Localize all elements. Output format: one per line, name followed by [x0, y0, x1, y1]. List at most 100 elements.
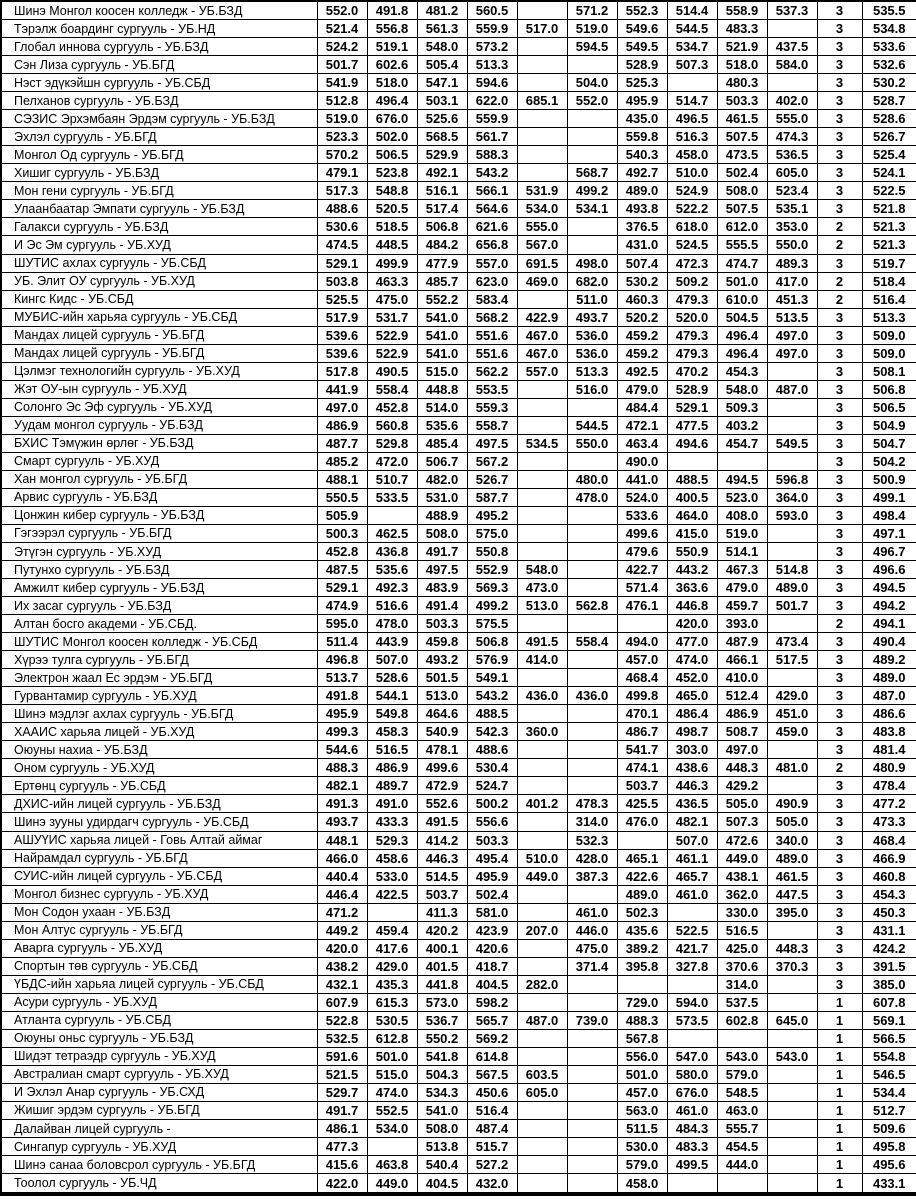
- exam-count-cell[interactable]: 3: [816, 523, 863, 544]
- school-name-cell[interactable]: Шинэ Монгол коосен колледж - УБ.БЗД: [0, 0, 318, 21]
- score-cell[interactable]: 501.0: [616, 1064, 668, 1084]
- score-cell[interactable]: 552.3: [616, 0, 668, 21]
- score-cell[interactable]: 479.0: [716, 578, 768, 598]
- score-cell[interactable]: 479.3: [666, 343, 718, 363]
- exam-count-cell[interactable]: 1: [816, 1137, 863, 1157]
- score-cell[interactable]: 489.3: [766, 253, 818, 273]
- score-cell[interactable]: 516.6: [366, 596, 418, 616]
- score-cell[interactable]: 567.2: [466, 451, 518, 471]
- score-cell[interactable]: 535.6: [416, 415, 468, 435]
- score-cell[interactable]: 550.0: [566, 433, 618, 453]
- school-name-cell[interactable]: Шинэ санаа боловсрол сургууль - УБ.БГД: [0, 1155, 318, 1175]
- score-cell[interactable]: [566, 776, 618, 796]
- exam-count-cell[interactable]: 1: [816, 1082, 863, 1102]
- score-cell[interactable]: [666, 974, 718, 994]
- score-cell[interactable]: 549.5: [766, 433, 818, 453]
- score-cell[interactable]: 493.2: [416, 650, 468, 670]
- score-cell[interactable]: 524.9: [666, 181, 718, 201]
- average-score-cell[interactable]: 385.0: [861, 974, 916, 994]
- score-cell[interactable]: 482.0: [416, 469, 468, 489]
- score-cell[interactable]: 543.2: [466, 163, 518, 183]
- score-cell[interactable]: 491.8: [366, 0, 418, 21]
- score-cell[interactable]: 529.1: [666, 397, 718, 417]
- score-cell[interactable]: [516, 740, 568, 760]
- score-cell[interactable]: [766, 776, 818, 796]
- school-name-cell[interactable]: Мон Алтус сургууль - УБ.БГД: [0, 920, 318, 940]
- exam-count-cell[interactable]: 2: [816, 614, 863, 634]
- school-name-cell[interactable]: Сэн Лиза сургууль - УБ.БГД: [0, 55, 318, 75]
- score-cell[interactable]: 478.0: [566, 487, 618, 507]
- score-cell[interactable]: 436.0: [566, 686, 618, 706]
- score-cell[interactable]: 605.0: [766, 163, 818, 183]
- score-cell[interactable]: 547.0: [666, 1046, 718, 1066]
- score-cell[interactable]: 489.7: [366, 776, 418, 796]
- score-cell[interactable]: 566.1: [466, 181, 518, 201]
- score-cell[interactable]: [566, 1028, 618, 1048]
- score-cell[interactable]: 459.2: [616, 325, 668, 345]
- score-cell[interactable]: 485.4: [416, 433, 468, 453]
- exam-count-cell[interactable]: 3: [816, 794, 863, 814]
- score-cell[interactable]: 519.1: [366, 37, 418, 57]
- score-cell[interactable]: 395.8: [616, 956, 668, 976]
- average-score-cell[interactable]: 424.2: [861, 938, 916, 958]
- school-name-cell[interactable]: Спортын төв сургууль - УБ.СБД: [0, 956, 318, 976]
- score-cell[interactable]: 529.9: [416, 145, 468, 165]
- score-cell[interactable]: 492.5: [616, 361, 668, 381]
- score-cell[interactable]: [516, 902, 568, 922]
- score-cell[interactable]: 612.8: [366, 1028, 418, 1048]
- score-cell[interactable]: 459.7: [716, 596, 768, 616]
- school-name-cell[interactable]: Цонжин кибер сургууль - УБ.БЗД: [0, 505, 318, 525]
- score-cell[interactable]: 612.0: [716, 217, 768, 237]
- score-cell[interactable]: 404.5: [416, 1173, 468, 1195]
- score-cell[interactable]: 530.6: [316, 217, 368, 237]
- score-cell[interactable]: [516, 505, 568, 525]
- exam-count-cell[interactable]: 3: [816, 253, 863, 273]
- score-cell[interactable]: 452.8: [366, 397, 418, 417]
- score-cell[interactable]: 510.0: [516, 848, 568, 868]
- score-cell[interactable]: 441.8: [416, 974, 468, 994]
- score-cell[interactable]: 573.5: [666, 1010, 718, 1030]
- score-cell[interactable]: [666, 1028, 718, 1048]
- score-cell[interactable]: 314.0: [716, 974, 768, 994]
- score-cell[interactable]: [566, 235, 618, 255]
- score-cell[interactable]: 579.0: [716, 1064, 768, 1084]
- score-cell[interactable]: 497.0: [766, 343, 818, 363]
- score-cell[interactable]: 429.2: [716, 776, 768, 796]
- score-cell[interactable]: 504.5: [716, 307, 768, 327]
- score-cell[interactable]: [566, 578, 618, 598]
- score-cell[interactable]: 502.0: [366, 127, 418, 147]
- score-cell[interactable]: 425.5: [616, 794, 668, 814]
- score-cell[interactable]: 491.5: [416, 812, 468, 832]
- score-cell[interactable]: 475.0: [566, 938, 618, 958]
- score-cell[interactable]: 549.1: [466, 668, 518, 688]
- score-cell[interactable]: 513.0: [516, 596, 568, 616]
- score-cell[interactable]: 488.6: [466, 740, 518, 760]
- score-cell[interactable]: 559.3: [466, 397, 518, 417]
- score-cell[interactable]: 552.9: [466, 560, 518, 580]
- score-cell[interactable]: 501.7: [766, 596, 818, 616]
- score-cell[interactable]: 410.0: [716, 668, 768, 688]
- score-cell[interactable]: 588.3: [466, 145, 518, 165]
- score-cell[interactable]: 480.0: [566, 469, 618, 489]
- score-cell[interactable]: 552.6: [416, 794, 468, 814]
- exam-count-cell[interactable]: 1: [816, 1010, 863, 1030]
- score-cell[interactable]: 610.0: [716, 289, 768, 309]
- score-cell[interactable]: 515.0: [366, 1064, 418, 1084]
- exam-count-cell[interactable]: 3: [816, 541, 863, 562]
- score-cell[interactable]: 470.1: [616, 704, 668, 724]
- score-cell[interactable]: 505.4: [416, 55, 468, 75]
- score-cell[interactable]: 404.5: [466, 974, 518, 994]
- score-cell[interactable]: 556.0: [616, 1046, 668, 1066]
- score-cell[interactable]: 541.0: [416, 325, 468, 345]
- average-score-cell[interactable]: 460.8: [861, 866, 916, 886]
- score-cell[interactable]: 525.5: [316, 289, 368, 309]
- average-score-cell[interactable]: 504.7: [861, 433, 916, 453]
- average-score-cell[interactable]: 530.2: [861, 73, 916, 93]
- score-cell[interactable]: 534.0: [366, 1118, 418, 1139]
- score-cell[interactable]: 488.9: [416, 505, 468, 525]
- average-score-cell[interactable]: 480.9: [861, 758, 916, 778]
- score-cell[interactable]: 529.3: [366, 830, 418, 850]
- score-cell[interactable]: 479.1: [316, 163, 368, 183]
- score-cell[interactable]: [516, 884, 568, 904]
- exam-count-cell[interactable]: 3: [816, 938, 863, 958]
